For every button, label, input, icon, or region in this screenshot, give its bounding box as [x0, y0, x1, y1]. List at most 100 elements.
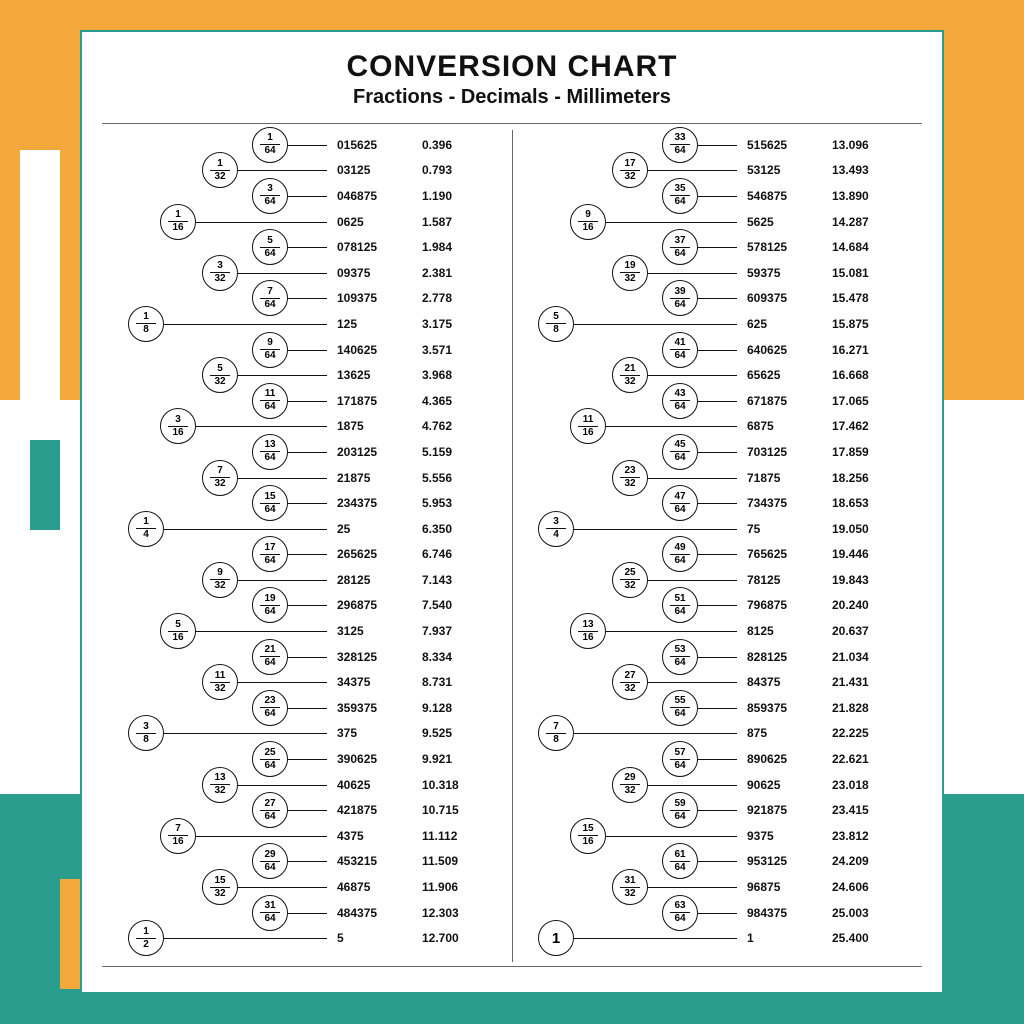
- millimeter-value: 11.112: [422, 829, 457, 843]
- decimal-value: 765625: [747, 547, 787, 561]
- millimeter-value: 20.637: [832, 624, 869, 638]
- millimeter-value: 16.668: [832, 368, 869, 382]
- millimeter-value: 23.812: [832, 829, 869, 843]
- decimal-value: 390625: [337, 752, 377, 766]
- columns-wrap: 1640156250.396132031250.7933640468751.19…: [102, 130, 922, 962]
- fraction-circle: 364: [252, 178, 288, 214]
- decimal-value: 140625: [337, 343, 377, 357]
- rule-bottom: [102, 966, 922, 967]
- conversion-row: 576489062522.621: [512, 746, 922, 772]
- conversion-row: 15642343755.953: [102, 490, 512, 516]
- decimal-value: 015625: [337, 138, 377, 152]
- decimal-value: 265625: [337, 547, 377, 561]
- millimeter-value: 19.446: [832, 547, 869, 561]
- tick-line: [238, 887, 327, 888]
- millimeter-value: 14.684: [832, 240, 869, 254]
- decimal-value: 953125: [747, 854, 787, 868]
- fraction-circle: 4764: [662, 485, 698, 521]
- fraction-circle: 332: [202, 255, 238, 291]
- tick-line: [288, 657, 327, 658]
- tick-line: [238, 580, 327, 581]
- millimeter-value: 21.828: [832, 701, 869, 715]
- decimal-value: 296875: [337, 598, 377, 612]
- tick-line: [238, 375, 327, 376]
- tick-line: [698, 401, 737, 402]
- millimeter-value: 1.984: [422, 240, 452, 254]
- fraction-circle: 916: [570, 204, 606, 240]
- millimeter-value: 17.462: [832, 419, 869, 433]
- fraction-circle: 2564: [252, 741, 288, 777]
- millimeter-value: 2.778: [422, 291, 452, 305]
- tick-line: [288, 759, 327, 760]
- tick-line: [698, 810, 737, 811]
- tick-line: [698, 605, 737, 606]
- decimal-value: 90625: [747, 778, 780, 792]
- accent-teal-bar: [30, 440, 60, 530]
- decimal-value: 03125: [337, 163, 370, 177]
- fraction-circle: 1364: [252, 434, 288, 470]
- millimeter-value: 12.303: [422, 906, 459, 920]
- fraction-circle: 1764: [252, 536, 288, 572]
- conversion-row: 21643281258.334: [102, 644, 512, 670]
- fraction-circle: 4564: [662, 434, 698, 470]
- conversion-row: 13642031255.159: [102, 439, 512, 465]
- millimeter-value: 10.318: [422, 778, 459, 792]
- decimal-value: 515625: [747, 138, 787, 152]
- decimal-value: 40625: [337, 778, 370, 792]
- decimal-value: 71875: [747, 471, 780, 485]
- tick-line: [164, 938, 327, 939]
- millimeter-value: 6.350: [422, 522, 452, 536]
- decimal-value: 25: [337, 522, 350, 536]
- tick-line: [698, 452, 737, 453]
- tick-line: [648, 478, 737, 479]
- decimal-value: 171875: [337, 394, 377, 408]
- conversion-row: 276442187510.715: [102, 797, 512, 823]
- fraction-circle: 1564: [252, 485, 288, 521]
- millimeter-value: 18.653: [832, 496, 869, 510]
- tick-line: [698, 350, 737, 351]
- tick-line: [574, 938, 737, 939]
- fraction-circle: 532: [202, 357, 238, 393]
- conversion-row: 132031250.793: [102, 158, 512, 184]
- fraction-circle: 1516: [570, 818, 606, 854]
- conversion-row: 496476562519.446: [512, 542, 922, 568]
- decimal-value: 890625: [747, 752, 787, 766]
- tick-line: [698, 503, 737, 504]
- fraction-circle: 316: [160, 408, 196, 444]
- millimeter-value: 9.128: [422, 701, 452, 715]
- tick-line: [288, 401, 327, 402]
- tick-line: [288, 554, 327, 555]
- decimal-value: 4375: [337, 829, 364, 843]
- tick-line: [698, 196, 737, 197]
- conversion-row: 11606251.587: [102, 209, 512, 235]
- fraction-circle: 1964: [252, 587, 288, 623]
- conversion-row: 13324062510.318: [102, 772, 512, 798]
- conversion-row: 476473437518.653: [512, 490, 922, 516]
- fraction-circle: 2532: [612, 562, 648, 598]
- millimeter-value: 24.209: [832, 854, 869, 868]
- tick-line: [698, 298, 737, 299]
- fraction-circle: 1532: [202, 869, 238, 905]
- fraction-circle: 716: [160, 818, 196, 854]
- millimeter-value: 15.081: [832, 266, 869, 280]
- decimal-value: 203125: [337, 445, 377, 459]
- fraction-circle: 1316: [570, 613, 606, 649]
- tick-line: [698, 913, 737, 914]
- fraction-circle: 4364: [662, 383, 698, 419]
- tick-line: [698, 861, 737, 862]
- conversion-row: 19642968757.540: [102, 593, 512, 619]
- millimeter-value: 10.715: [422, 803, 459, 817]
- tick-line: [698, 759, 737, 760]
- millimeter-value: 22.225: [832, 726, 869, 740]
- tick-line: [196, 222, 327, 223]
- decimal-value: 78125: [747, 573, 780, 587]
- rule-top: [102, 123, 922, 124]
- tick-line: [606, 836, 737, 837]
- decimal-value: 640625: [747, 343, 787, 357]
- conversion-row: 3640468751.190: [102, 183, 512, 209]
- decimal-value: 96875: [747, 880, 780, 894]
- millimeter-value: 25.003: [832, 906, 869, 920]
- fraction-circle: 564: [252, 229, 288, 265]
- millimeter-value: 6.746: [422, 547, 452, 561]
- conversion-row: 536482812521.034: [512, 644, 922, 670]
